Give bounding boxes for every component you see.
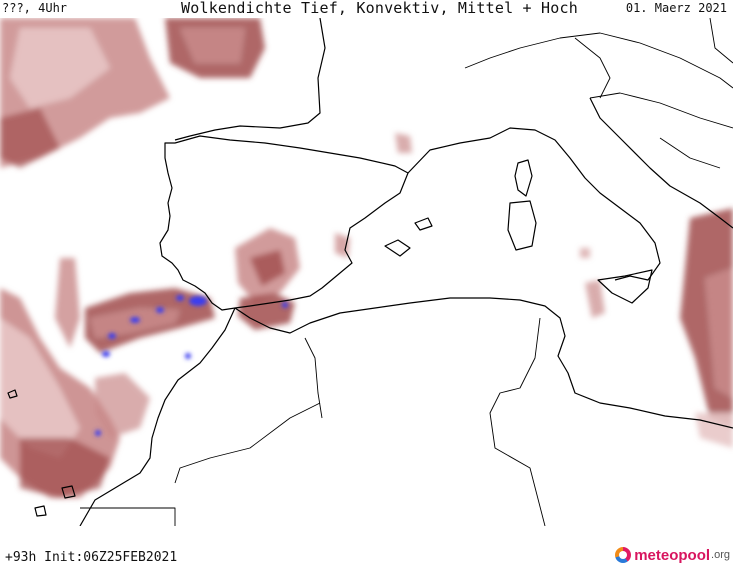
cloud-cover-layer <box>0 18 733 498</box>
map-header: ???, 4Uhr Wolkendichte Tief, Konvektiv, … <box>0 0 733 18</box>
map-footer: +93h Init:06Z25FEB2021 meteopool .org <box>0 540 733 566</box>
brand-name: meteopool <box>634 546 711 564</box>
header-weekday-hour: ???, 4Uhr <box>2 1 68 15</box>
coastlines <box>7 18 733 526</box>
meteopool-brand[interactable]: meteopool .org <box>615 545 730 565</box>
map-title: Wolkendichte Tief, Konvektiv, Mittel + H… <box>181 0 578 17</box>
meteopool-logo-icon <box>615 547 632 563</box>
map-date: 01. Maerz 2021 <box>625 1 727 15</box>
brand-tld: .org <box>711 549 730 561</box>
model-run-info: +93h Init:06Z25FEB2021 <box>5 550 178 565</box>
convective-cells <box>95 295 288 436</box>
cloud-density-map <box>0 18 733 526</box>
